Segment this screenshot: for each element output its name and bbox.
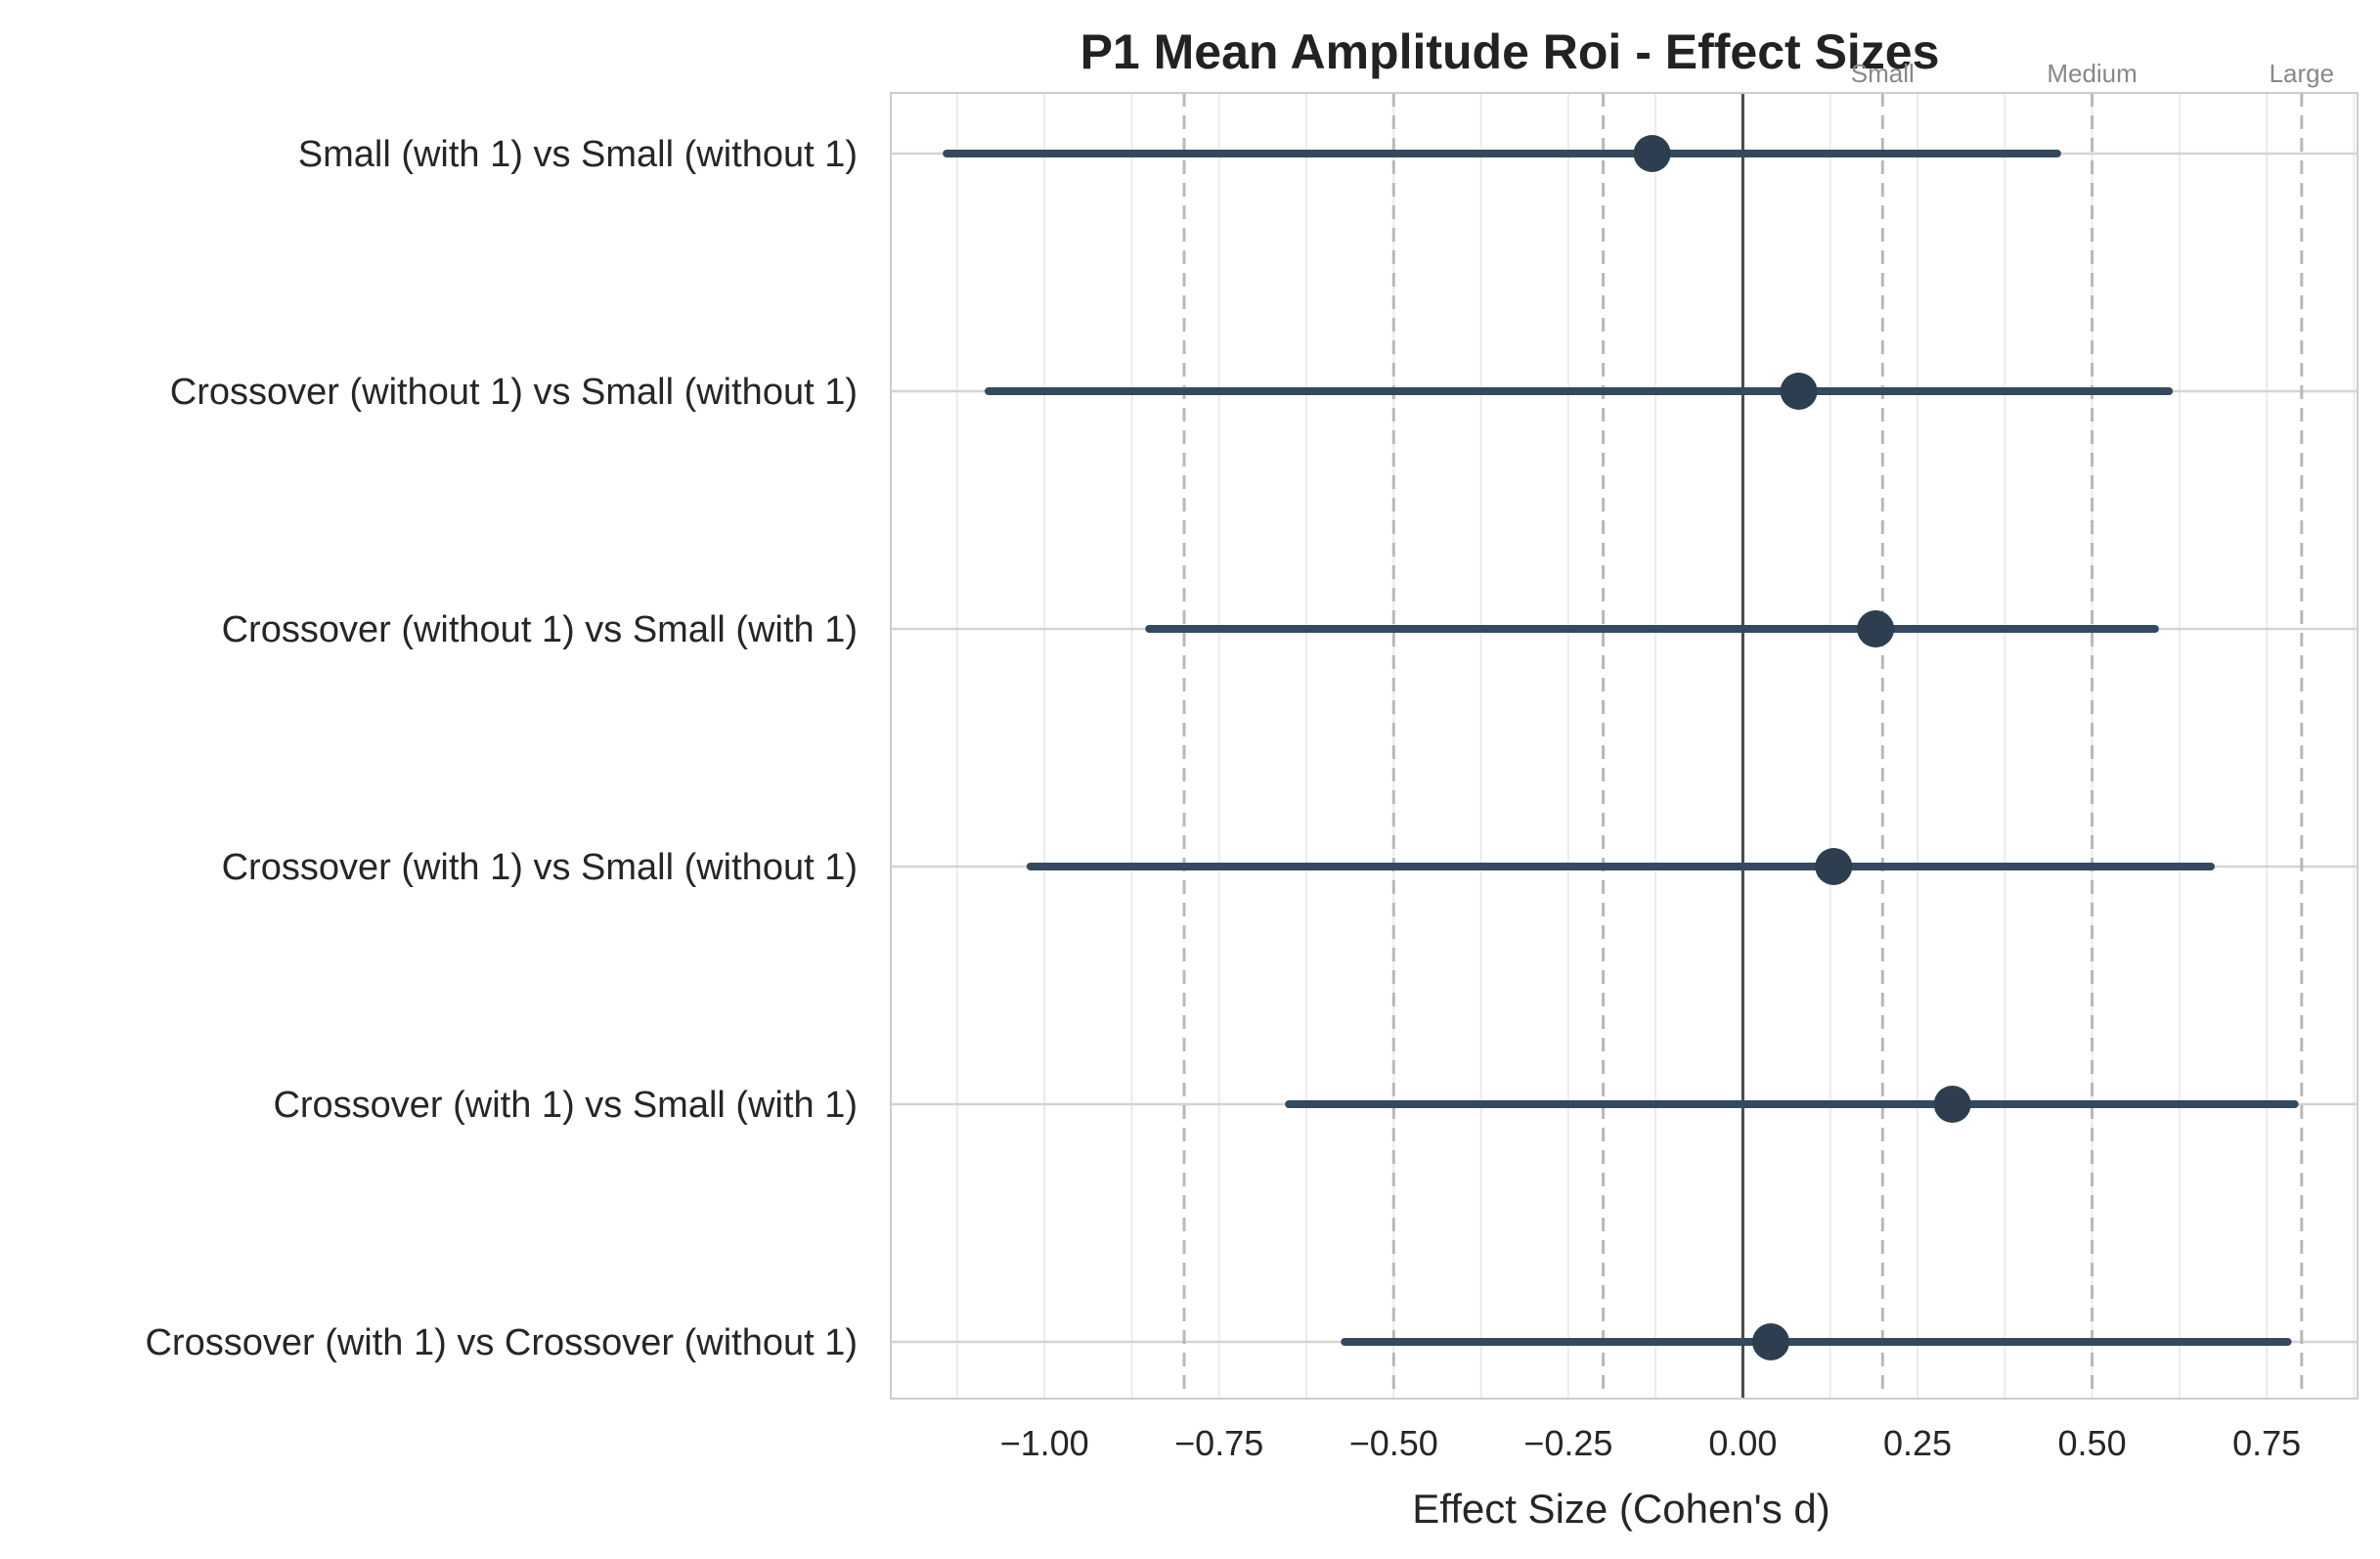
effect-point (1933, 1086, 1971, 1123)
effect-point (1633, 135, 1671, 172)
y-gridlines (891, 152, 2358, 1344)
y-tick-label: Crossover (without 1) vs Small (without … (170, 372, 858, 413)
y-tick-label: Crossover (with 1) vs Small (without 1) (222, 847, 858, 888)
chart-title: P1 Mean Amplitude Roi - Effect Sizes (1080, 24, 1940, 79)
reference-label: Small (1851, 59, 1915, 88)
effect-point (1752, 1323, 1789, 1360)
y-tick-label: Crossover (with 1) vs Crossover (without… (145, 1322, 858, 1363)
x-axis-label: Effect Size (Cohen's d) (1412, 1486, 1829, 1532)
confidence-intervals (943, 150, 2299, 1346)
reference-lines (1182, 93, 2304, 1399)
x-tick-label: 0.25 (1883, 1423, 1952, 1463)
effect-point (1780, 373, 1818, 410)
reference-labels: Small Medium Large (1851, 59, 2334, 88)
effect-point (1815, 848, 1853, 885)
x-tick-label: −0.25 (1523, 1423, 1612, 1463)
x-tick-label: 0.00 (1708, 1423, 1777, 1463)
effect-points (1633, 135, 1971, 1360)
y-tick-label: Crossover (with 1) vs Small (with 1) (273, 1085, 858, 1126)
y-tick-label: Small (with 1) vs Small (without 1) (298, 134, 858, 175)
reference-label: Medium (2047, 59, 2137, 88)
reference-label: Large (2270, 59, 2335, 88)
x-axis-ticks: −1.00 −0.75 −0.50 −0.25 0.00 0.25 0.50 0.75 (1000, 1423, 2302, 1463)
x-tick-label: 0.50 (2058, 1423, 2127, 1463)
y-tick-label: Crossover (without 1) vs Small (with 1) (222, 609, 858, 650)
x-tick-label: −1.00 (1000, 1423, 1089, 1463)
y-axis-labels: Small (with 1) vs Small (without 1) Cross… (145, 134, 858, 1363)
effect-point (1857, 610, 1895, 647)
x-tick-label: −0.75 (1174, 1423, 1263, 1463)
x-tick-label: 0.75 (2232, 1423, 2301, 1463)
x-tick-label: −0.50 (1349, 1423, 1438, 1463)
plot-frame (890, 92, 2358, 1400)
x-gridlines (955, 93, 2356, 1399)
